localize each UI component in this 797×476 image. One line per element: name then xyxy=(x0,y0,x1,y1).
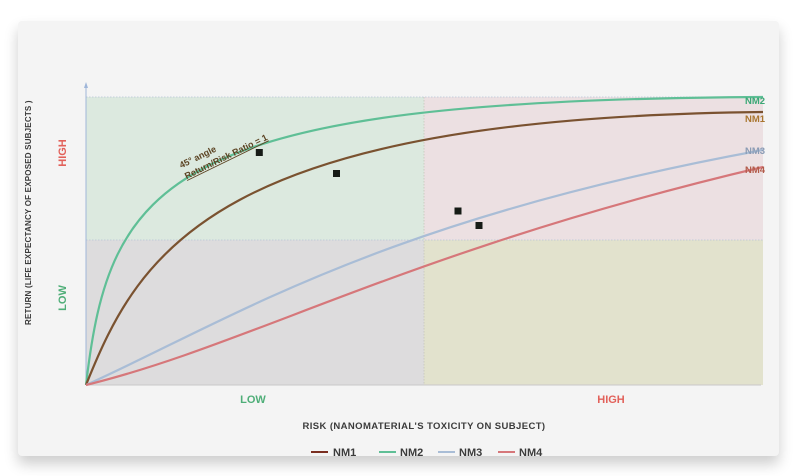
svg-text:NM2: NM2 xyxy=(400,447,423,459)
svg-text:NM1: NM1 xyxy=(745,114,766,125)
svg-text:HIGH: HIGH xyxy=(597,394,625,406)
svg-text:HIGH: HIGH xyxy=(57,139,69,167)
svg-text:NM4: NM4 xyxy=(745,165,766,176)
svg-text:NM4: NM4 xyxy=(519,447,543,459)
svg-text:RISK (NANOMATERIAL'S TOXICITY: RISK (NANOMATERIAL'S TOXICITY ON SUBJECT… xyxy=(303,421,546,432)
svg-text:NM3: NM3 xyxy=(459,447,482,459)
svg-text:NM1: NM1 xyxy=(333,447,356,459)
svg-text:LOW: LOW xyxy=(240,394,266,406)
svg-text:NM3: NM3 xyxy=(745,146,765,157)
svg-text:LOW: LOW xyxy=(57,285,69,311)
svg-text:RETURN (LIFE EXPECTANCY OF EXP: RETURN (LIFE EXPECTANCY OF EXPOSED SUBJE… xyxy=(24,100,33,325)
svg-text:NM2: NM2 xyxy=(745,96,765,107)
